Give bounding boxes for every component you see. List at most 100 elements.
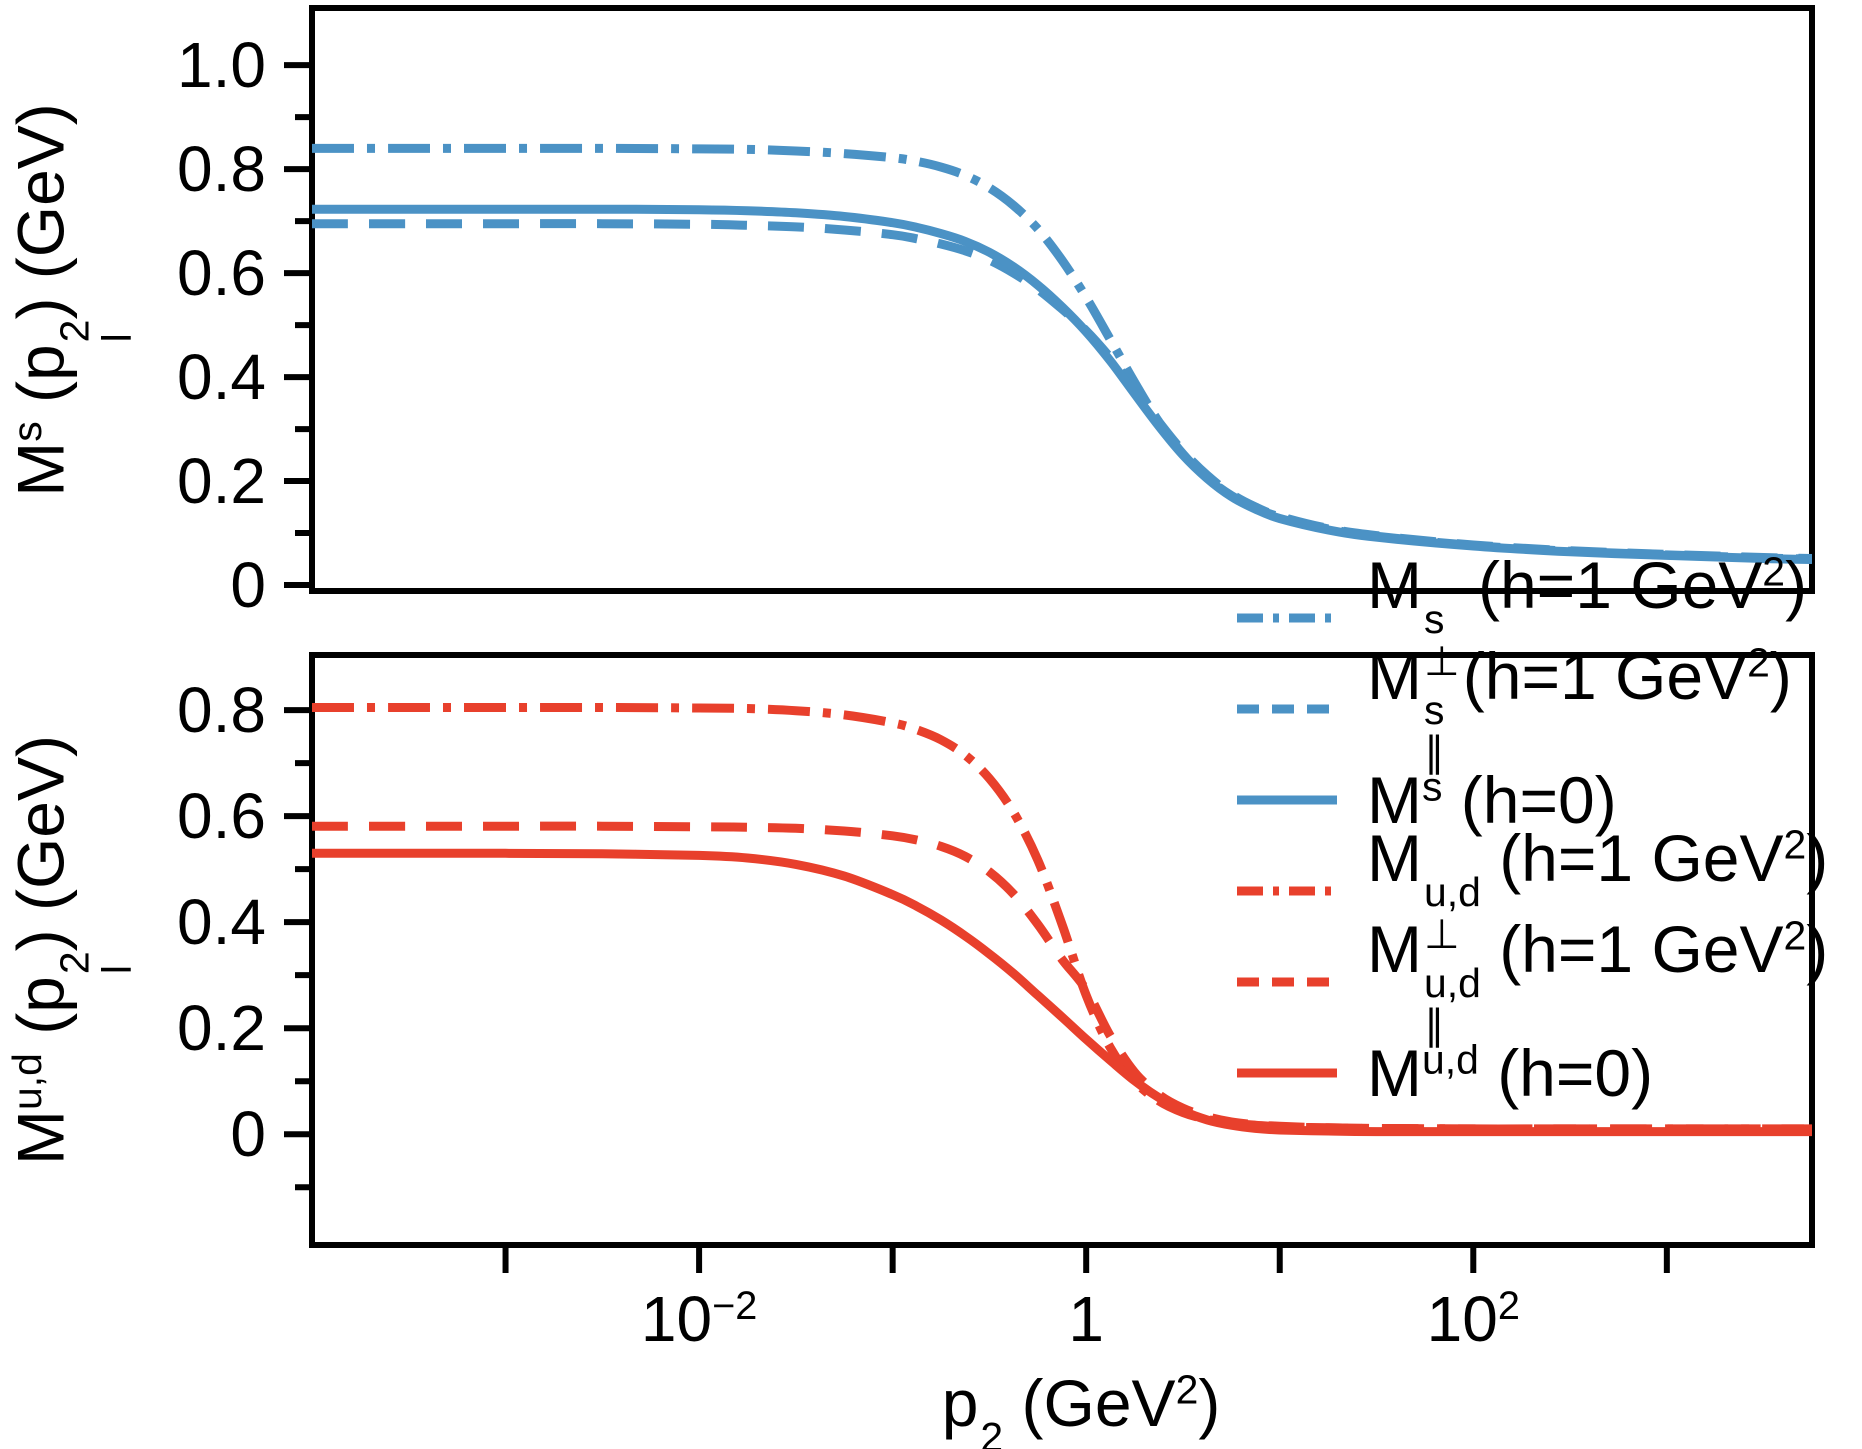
y-tick-label-text: 0.6 xyxy=(177,237,266,310)
legend-note: (h=1 GeV xyxy=(1480,821,1784,896)
x-tick-base: 10 xyxy=(1426,1283,1498,1355)
y-tick-label-text: 0 xyxy=(230,1098,266,1171)
legend-m-sup: u,d xyxy=(1421,1036,1479,1082)
legend-sample-line-dashed xyxy=(1237,977,1337,986)
y-tick-label-bottom: 0.2 xyxy=(0,996,266,1060)
y-tick-label-text: 1.0 xyxy=(177,29,266,102)
ylabel-top-sup: s xyxy=(4,421,51,442)
x-axis-label: p2l (GeV2) xyxy=(942,1368,1221,1449)
legend-m-sub: ∥ xyxy=(1423,729,1445,776)
legend-m-sup: u,d xyxy=(1423,960,1481,1007)
legend-note-end: ) xyxy=(1631,1035,1654,1110)
y-tick-label-top: 1.0 xyxy=(0,33,266,97)
y-tick-label-bottom: 0.8 xyxy=(0,678,266,742)
legend-note-end: ) xyxy=(1594,762,1617,837)
x-tick-label: 102 xyxy=(1427,1284,1520,1351)
xlabel-mid: (GeV xyxy=(1003,1366,1176,1440)
legend-sample-line-dashed xyxy=(1237,704,1337,713)
ylabel-top-p-sup: 2 xyxy=(51,319,98,343)
legend-m-sup: u,d xyxy=(1423,869,1481,916)
legend-sample-line-dashdot xyxy=(1237,613,1337,622)
legend-item-M_ud: Mu,d (h=0) xyxy=(1237,1027,1828,1118)
legend-item-label: Ms (h=0) xyxy=(1367,766,1617,833)
curve-M_par_s xyxy=(312,219,1812,563)
legend-m-sub: ⊥ xyxy=(1423,911,1460,958)
y-tick-label-text: 0.6 xyxy=(177,780,266,853)
y-tick-label-bottom: 0.4 xyxy=(0,890,266,954)
legend-note: (h=1 GeV xyxy=(1480,912,1784,987)
y-tick-label-text: 0.2 xyxy=(177,445,266,518)
y-tick-label-text: 0.8 xyxy=(177,674,266,747)
legend-note: (h=0 xyxy=(1478,1035,1632,1110)
y-tick-label-text: 0 xyxy=(230,549,266,622)
ylabel-bottom-p-sub: l xyxy=(93,965,140,975)
y-tick-label-bottom: 0 xyxy=(0,1102,266,1166)
legend-note: (h=1 GeV xyxy=(1444,639,1748,714)
x-tick-exponent: 2 xyxy=(1497,1284,1520,1329)
legend-sample-line-solid xyxy=(1237,1068,1337,1077)
legend-m-sup: s xyxy=(1423,687,1445,734)
legend-note-end: ) xyxy=(1806,912,1829,987)
legend-m: M xyxy=(1367,639,1422,714)
legend-sample-line-solid xyxy=(1237,795,1337,804)
bottom-panel-frame xyxy=(309,652,1815,1248)
legend-m: M xyxy=(1367,548,1422,623)
xlabel-end: ) xyxy=(1198,1366,1221,1440)
x-tick-base: 1 xyxy=(1068,1283,1104,1355)
legend-item-label: Mu,d (h=0) xyxy=(1367,1039,1653,1106)
legend-note-end: ) xyxy=(1785,548,1808,623)
legend-note: (h=1 GeV xyxy=(1459,548,1763,623)
xlabel-unit-sup: 2 xyxy=(1175,1366,1199,1413)
y-tick-label-top: 0.8 xyxy=(0,137,266,201)
y-tick-label-text: 0.8 xyxy=(177,133,266,206)
x-tick-base: 10 xyxy=(640,1283,713,1355)
y-tick-label-top: 0.2 xyxy=(0,449,266,513)
legend-item-M_s: Ms (h=0) xyxy=(1237,754,1828,845)
legend-m-supsub: s ∥ xyxy=(1424,690,1444,773)
y-tick-label-bottom: 0.6 xyxy=(0,784,266,848)
ylabel-top-p-sub: l xyxy=(93,333,140,343)
xlabel-p: p xyxy=(941,1366,979,1440)
x-tick-label: 10−2 xyxy=(641,1284,758,1351)
legend-m: M xyxy=(1367,821,1422,896)
legend-m-sup: s xyxy=(1421,763,1443,809)
y-tick-label-top: 0 xyxy=(0,553,266,617)
legend-m-supsub: u,d ∥ xyxy=(1424,963,1481,1046)
x-tick-label: 1 xyxy=(1068,1287,1104,1351)
curve-M_ud xyxy=(312,848,1812,1137)
y-tick-label-text: 0.4 xyxy=(177,886,266,959)
legend-m: M xyxy=(1367,1035,1422,1110)
xlabel-p-sup: 2 xyxy=(980,1414,1004,1449)
y-tick-label-top: 0.6 xyxy=(0,241,266,305)
legend-note-end: ) xyxy=(1806,821,1829,896)
x-tick-exponent: −2 xyxy=(712,1284,758,1329)
legend-note-sup: 2 xyxy=(1783,912,1807,959)
ylabel-bottom-p-sup: 2 xyxy=(51,951,98,975)
legend-note: (h=0 xyxy=(1442,762,1595,837)
legend-m-sub: ⊥ xyxy=(1423,638,1460,685)
y-tick-label-text: 0.4 xyxy=(177,341,266,414)
top-panel-frame xyxy=(309,5,1815,594)
y-tick-label-top: 0.4 xyxy=(0,345,266,409)
legend-m-sup: s xyxy=(1423,596,1445,643)
legend-note-sup: 2 xyxy=(1747,639,1770,686)
legend-sample-line-dashdot xyxy=(1237,886,1337,895)
y-tick-label-text: 0.2 xyxy=(177,992,266,1065)
legend-note-end: ) xyxy=(1769,639,1792,714)
legend-m: M xyxy=(1367,912,1422,987)
legend-m-supsub: u,d ⊥ xyxy=(1424,872,1481,955)
legend-m-sub: ∥ xyxy=(1423,1002,1445,1049)
